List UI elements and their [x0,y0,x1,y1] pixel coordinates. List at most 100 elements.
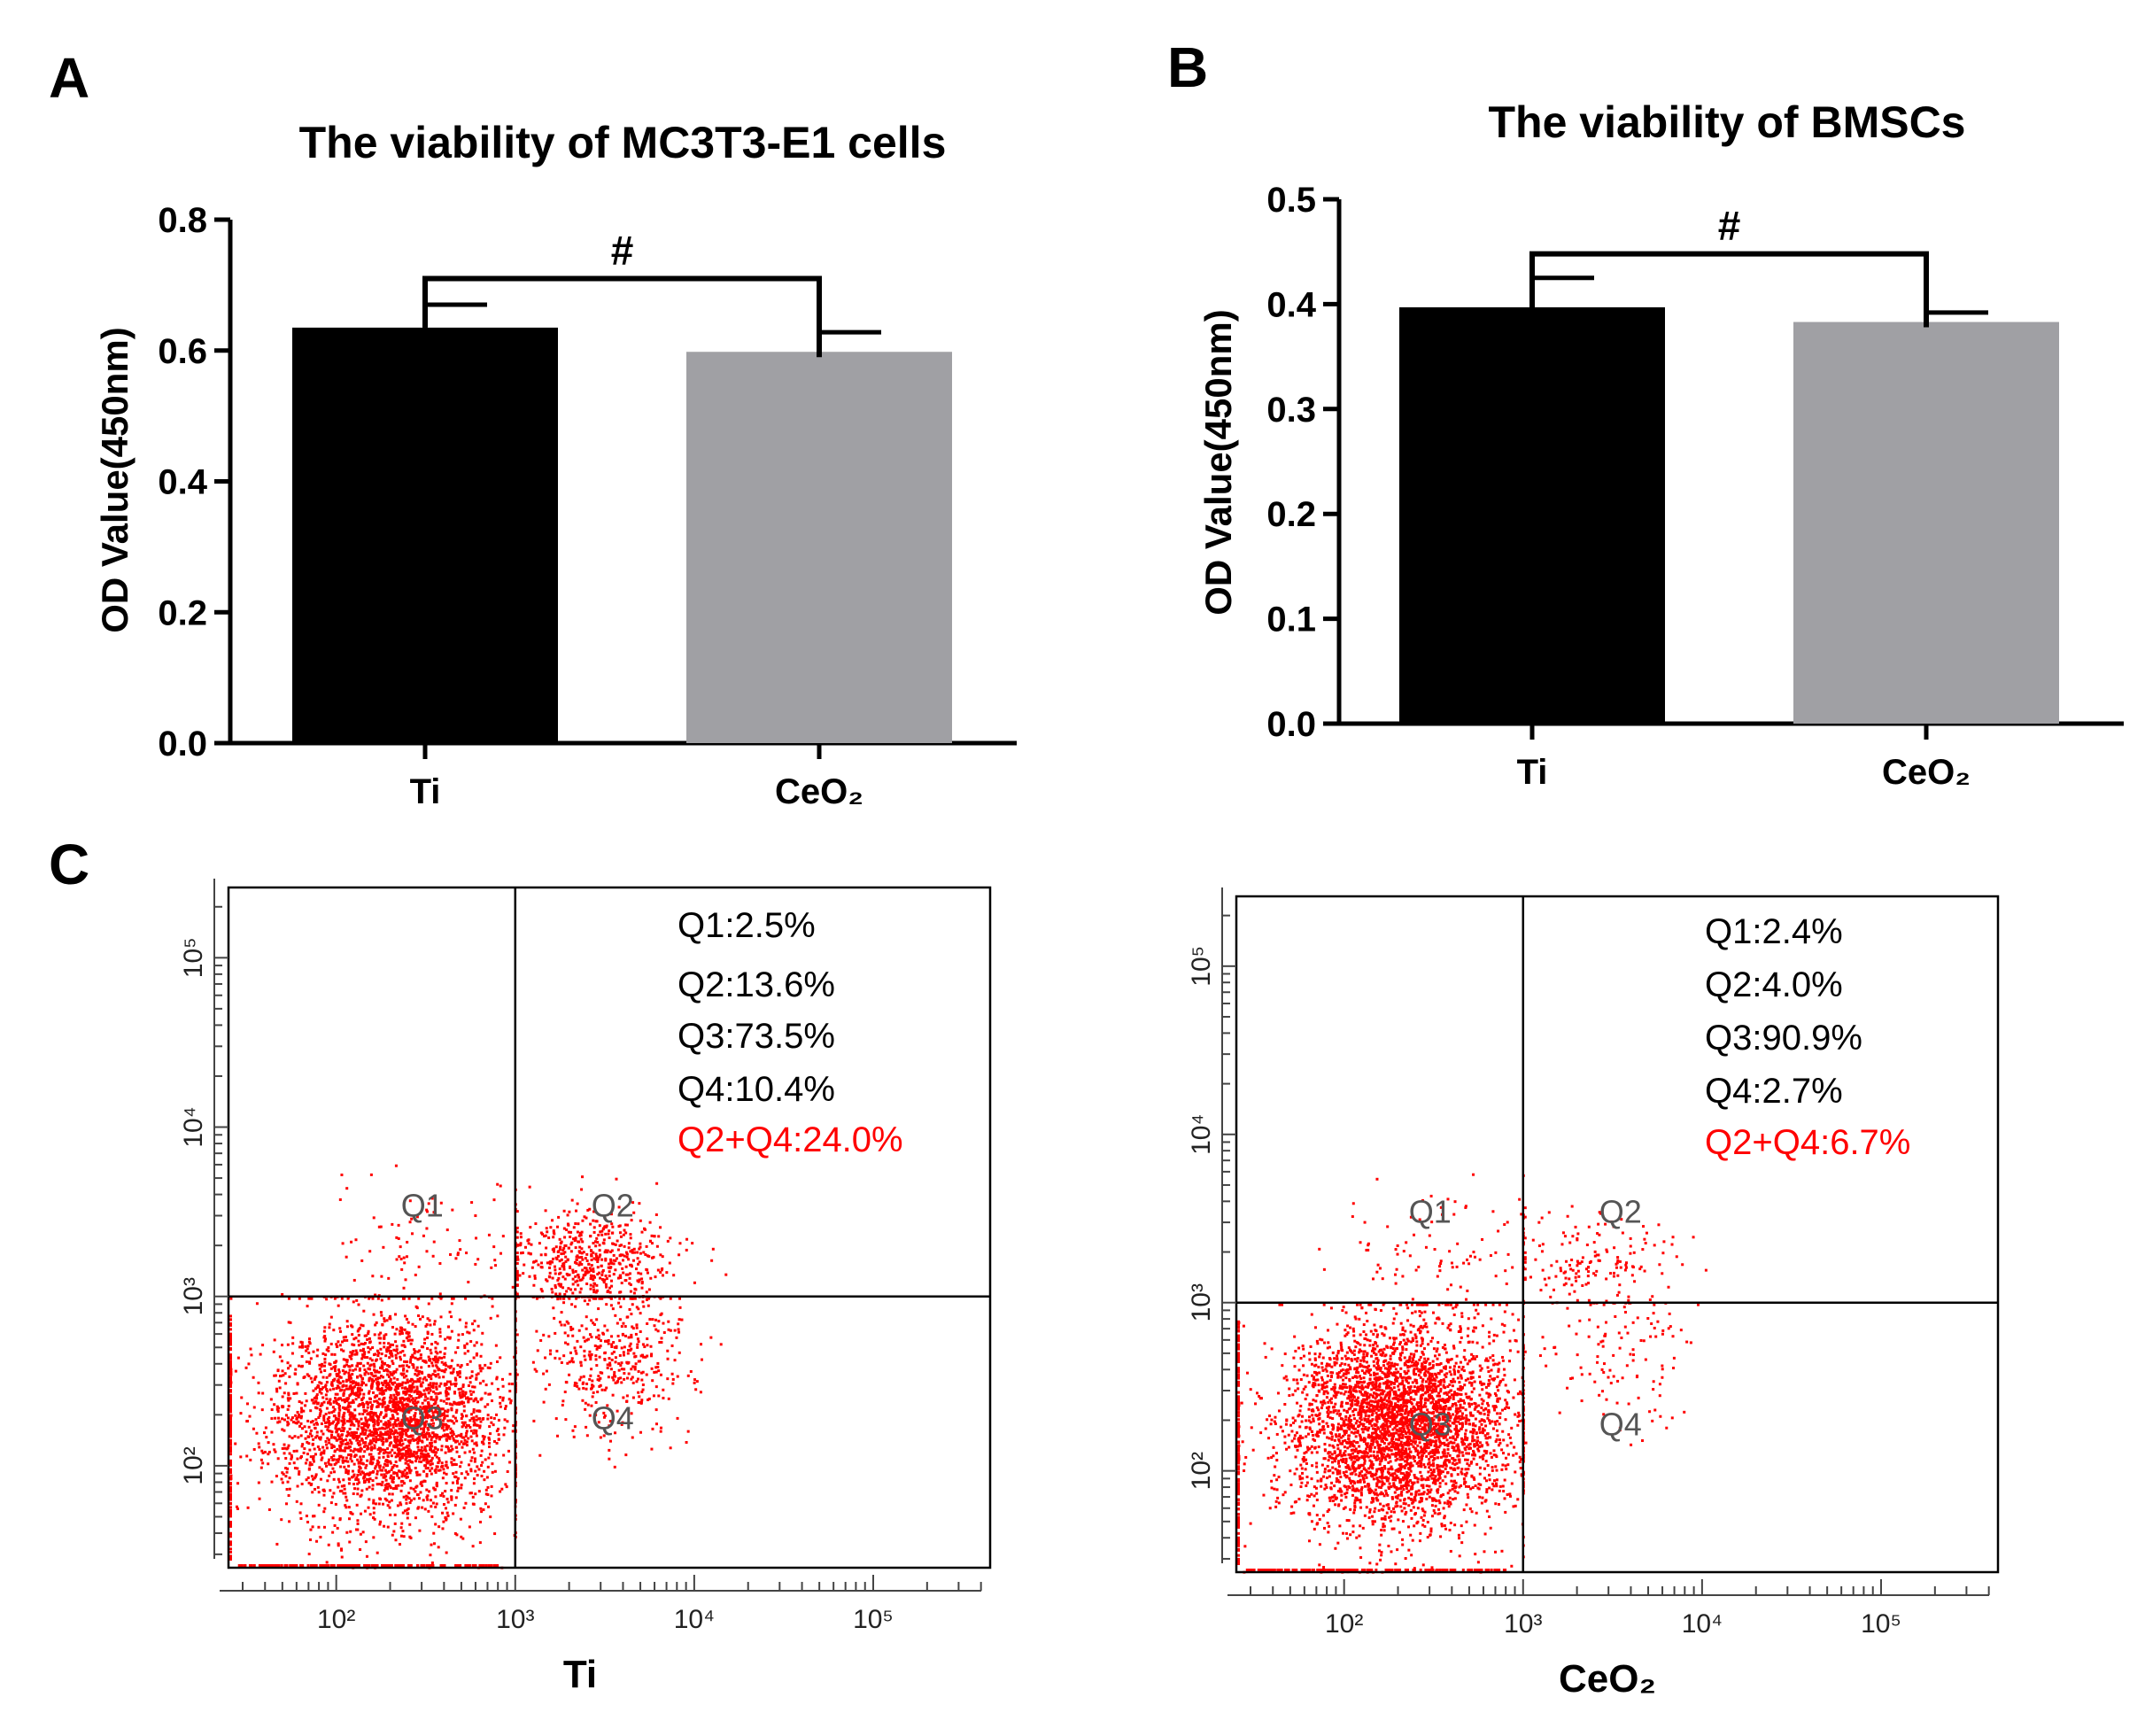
scatter-point [379,1435,383,1438]
scatter-point [421,1506,424,1509]
scatter-point [248,1564,252,1567]
scatter-point [345,1338,349,1342]
scatter-point [349,1511,352,1515]
scatter-point [366,1445,369,1448]
scatter-point [578,1378,582,1382]
scatter-point [481,1440,484,1444]
scatter-point [472,1399,476,1403]
scatter-point [283,1452,286,1455]
scatter-point [558,1267,561,1271]
scatter-point [314,1376,317,1380]
scatter-point [470,1370,474,1374]
scatter-point [604,1250,608,1253]
scatter-point [590,1336,593,1339]
scatter-point [420,1481,423,1484]
scatter-point [353,1352,357,1356]
scatter-point [383,1430,387,1434]
scatter-point [328,1322,331,1326]
scatter-point [324,1425,328,1429]
scatter-point [631,1248,634,1252]
scatter-point [415,1424,419,1428]
scatter-point [610,1249,614,1252]
scatter-point [376,1370,379,1374]
scatter-point [426,1397,430,1400]
scatter-point [594,1240,598,1244]
scatter-point [354,1391,358,1395]
scatter-point [469,1393,473,1397]
scatter-point [351,1325,354,1329]
scatter-point [368,1439,372,1443]
scatter-point [582,1251,585,1254]
scatter-point [349,1376,352,1379]
scatter-point [348,1445,352,1449]
scatter-point [347,1378,351,1382]
scatter-point [551,1290,554,1294]
scatter-point [355,1298,359,1302]
scatter-point [330,1446,334,1450]
scatter-point [392,1530,396,1533]
scatter-point [387,1425,391,1429]
scatter-point [631,1325,634,1329]
scatter-point [554,1283,557,1287]
scatter-point [579,1234,583,1237]
scatter-point [391,1406,395,1409]
scatter-point [300,1482,304,1485]
scatter-point [380,1564,383,1567]
scatter-point [652,1255,655,1259]
scatter-point [394,1406,398,1409]
scatter-point [1405,1380,1409,1383]
scatter-point [229,1376,232,1380]
scatter-point [545,1227,548,1230]
scatter-point [1407,1453,1411,1457]
scatter-point [398,1564,401,1567]
scatter-point [383,1414,387,1418]
scatter-point [287,1493,290,1497]
scatter-point [420,1416,423,1420]
scatter-point [450,1297,453,1300]
scatter-point [1382,1529,1386,1532]
scatter-point [388,1434,391,1438]
scatter-point [593,1344,597,1347]
scatter-point [449,1427,453,1430]
scatter-point [472,1564,476,1567]
scatter-point [440,1445,444,1448]
scatter-point [598,1224,601,1228]
scatter-point [658,1341,662,1345]
scatter-point [376,1420,379,1423]
scatter-point [444,1346,447,1350]
scatter-point [1295,1431,1298,1435]
scatter-point [399,1351,402,1354]
scatter-point [519,1236,523,1239]
scatter-point [487,1392,491,1396]
scatter-point [610,1222,614,1226]
scatter-point [548,1266,552,1269]
scatter-point [243,1564,246,1567]
scatter-point [422,1479,426,1483]
scatter-point [492,1439,496,1443]
scatter-point [382,1391,385,1395]
scatter-point [617,1377,621,1381]
scatter-point [229,1384,232,1388]
scatter-point [368,1411,372,1414]
scatter-point [399,1329,402,1333]
scatter-point [302,1376,306,1379]
scatter-point [552,1236,555,1239]
scatter-point [677,1322,680,1326]
scatter-point [405,1364,408,1368]
scatter-point [335,1458,338,1461]
scatter-point [399,1503,403,1507]
scatter-point [422,1359,425,1362]
scatter-point [622,1321,625,1325]
scatter-point [1488,1422,1491,1425]
scatter-point [631,1327,635,1330]
scatter-point [624,1273,628,1276]
scatter-point [425,1495,429,1499]
scatter-point [606,1363,609,1367]
scatter-point [595,1254,599,1258]
scatter-point [369,1434,373,1438]
scatter-point [422,1499,425,1502]
scatter-point [660,1340,663,1344]
scatter-point [509,1401,513,1405]
scatter-point [415,1427,419,1430]
scatter-point [403,1261,407,1265]
